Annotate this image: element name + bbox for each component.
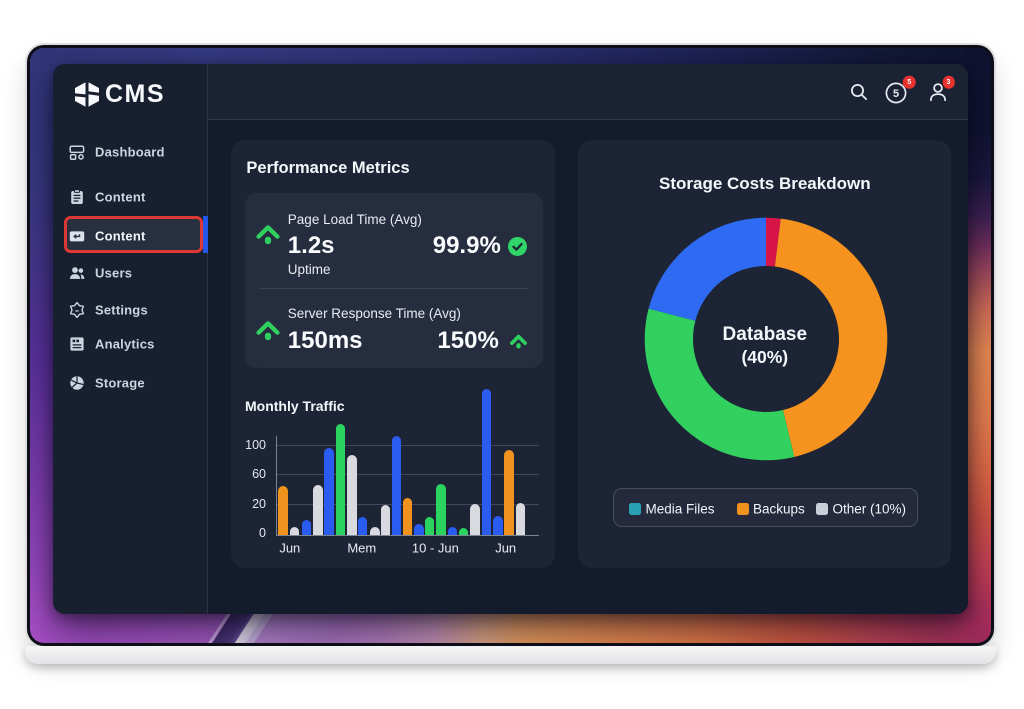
svg-text:5: 5 [893,88,899,100]
